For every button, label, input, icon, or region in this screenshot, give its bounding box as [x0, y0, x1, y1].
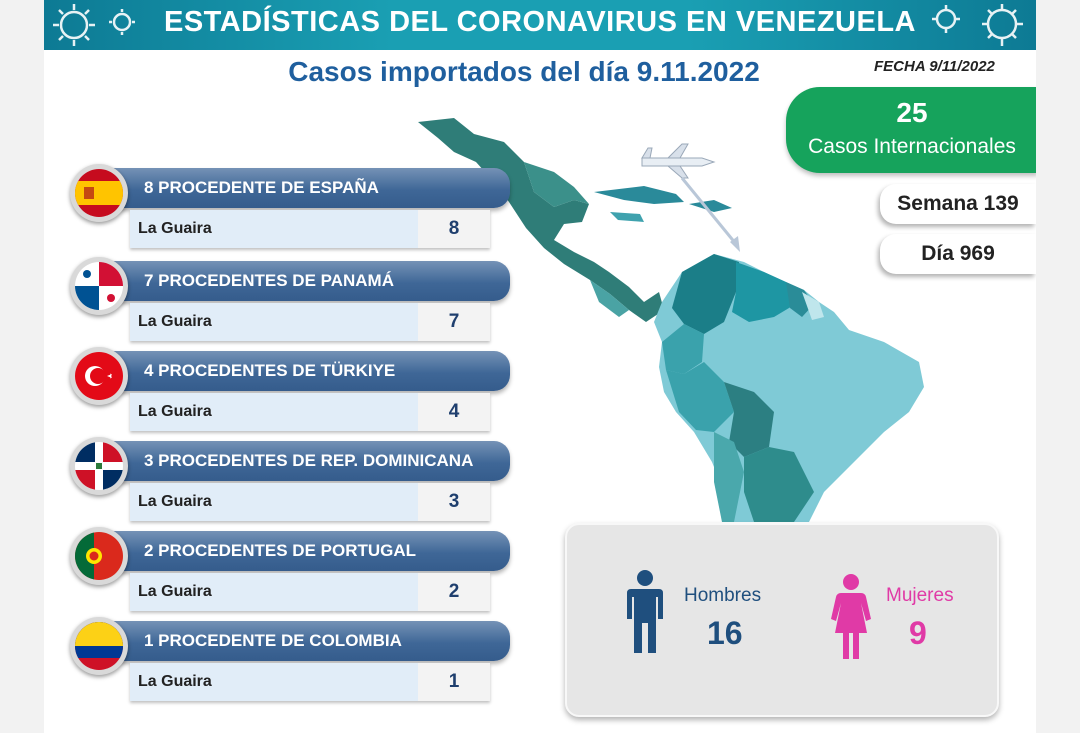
origin-state: La Guaira: [138, 493, 212, 510]
origin-detail: La Guaira 1: [130, 663, 490, 701]
origin-detail: La Guaira 8: [130, 210, 490, 248]
total-cases-label: Casos Internacionales: [808, 135, 1016, 158]
panama-flag-icon: [70, 257, 128, 315]
virus-icon: [53, 4, 135, 46]
subtitle: Casos importados del día 9.11.2022: [288, 56, 760, 87]
total-cases-box: 25 Casos Internacionales: [786, 87, 1036, 173]
origin-detail: La Guaira 3: [130, 483, 490, 521]
men-value: 16: [707, 615, 743, 651]
origin-row-spain: 8 PROCEDENTE DE ESPAÑA La Guaira 8: [70, 164, 520, 252]
origin-title: 3 PROCEDENTES DE REP. DOMINICANA: [110, 441, 510, 481]
origin-detail: La Guaira 2: [130, 573, 490, 611]
origin-row-colombia: 1 PROCEDENTE DE COLOMBIA La Guaira 1: [70, 617, 520, 705]
man-icon: [627, 570, 663, 653]
origin-value: 4: [418, 393, 490, 431]
origin-value: 1: [418, 663, 490, 701]
origin-row-turkiye: 4 PROCEDENTES DE TÜRKIYE La Guaira 4: [70, 347, 520, 435]
origin-title: 4 PROCEDENTES DE TÜRKIYE: [110, 351, 510, 391]
turkey-flag-icon: [70, 347, 128, 405]
origin-detail: La Guaira 4: [130, 393, 490, 431]
origin-title: 7 PROCEDENTES DE PANAMÁ: [110, 261, 510, 301]
page-title: ESTADÍSTICAS DEL CORONAVIRUS EN VENEZUEL…: [163, 6, 916, 38]
origin-value: 7: [418, 303, 490, 341]
header-banner: ESTADÍSTICAS DEL CORONAVIRUS EN VENEZUEL…: [44, 0, 1036, 50]
colombia-flag-icon: [70, 617, 128, 675]
origin-row-portugal: 2 PROCEDENTES DE PORTUGAL La Guaira 2: [70, 527, 520, 615]
origin-value: 2: [418, 573, 490, 611]
women-label: Mujeres: [886, 585, 954, 606]
women-value: 9: [909, 615, 927, 651]
date-label: FECHA 9/11/2022: [874, 58, 995, 75]
virus-icon: [932, 4, 1023, 46]
gender-breakdown: Hombres 16 Mujeres 9: [565, 523, 999, 717]
total-cases-value: 25: [896, 97, 928, 128]
origin-state: La Guaira: [138, 403, 212, 420]
airplane-icon: [641, 143, 716, 179]
origin-row-dominican-republic: 3 PROCEDENTES DE REP. DOMINICANA La Guai…: [70, 437, 520, 525]
origin-row-panama: 7 PROCEDENTES DE PANAMÁ La Guaira 7: [70, 257, 520, 345]
origin-state: La Guaira: [138, 673, 212, 690]
dominican-republic-flag-icon: [70, 437, 128, 495]
portugal-flag-icon: [70, 527, 128, 585]
origin-detail: La Guaira 7: [130, 303, 490, 341]
origin-state: La Guaira: [138, 583, 212, 600]
americas-map: [418, 118, 924, 522]
origin-title: 8 PROCEDENTE DE ESPAÑA: [110, 168, 510, 208]
men-label: Hombres: [684, 585, 762, 606]
spain-flag-icon: [70, 164, 128, 222]
origin-value: 8: [418, 210, 490, 248]
week-badge: Semana 139: [880, 184, 1036, 224]
origin-value: 3: [418, 483, 490, 521]
day-badge: Día 969: [880, 234, 1036, 274]
infographic: ESTADÍSTICAS DEL CORONAVIRUS EN VENEZUEL…: [44, 0, 1036, 733]
origin-title: 2 PROCEDENTES DE PORTUGAL: [110, 531, 510, 571]
origin-state: La Guaira: [138, 220, 212, 237]
origin-title: 1 PROCEDENTE DE COLOMBIA: [110, 621, 510, 661]
origin-state: La Guaira: [138, 313, 212, 330]
woman-icon: [831, 574, 871, 659]
